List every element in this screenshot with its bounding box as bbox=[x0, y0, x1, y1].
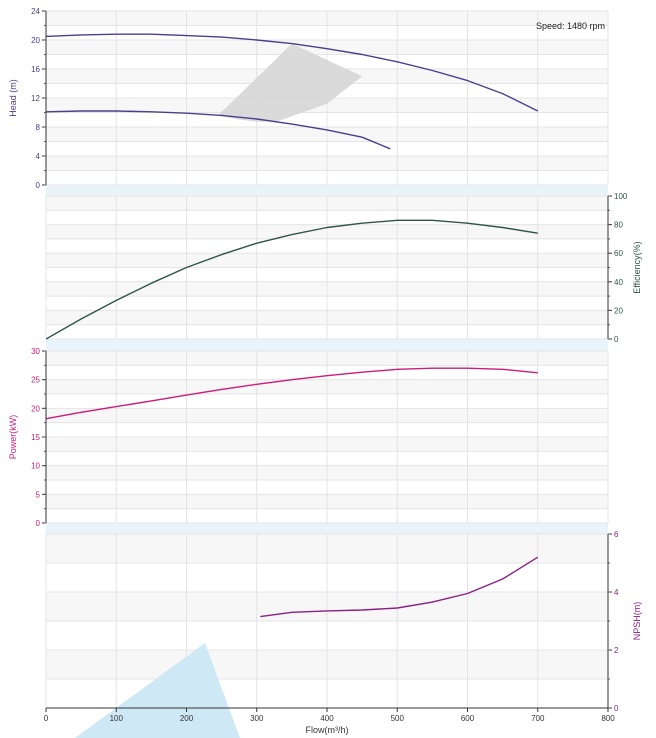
power-y-tick-label: 0 bbox=[36, 519, 41, 528]
x-tick-label: 400 bbox=[320, 714, 334, 723]
head-y-tick-label: 4 bbox=[36, 152, 41, 161]
npsh-curve-1 bbox=[260, 556, 539, 618]
power-y-tick-label: 5 bbox=[36, 490, 41, 499]
watermark-shape bbox=[75, 643, 240, 738]
npsh-y-tick-label: 6 bbox=[614, 530, 619, 539]
power-y-tick-label: 30 bbox=[31, 347, 40, 356]
efficiency-y-tick-label: 60 bbox=[614, 249, 623, 258]
efficiency-y-tick-label: 80 bbox=[614, 221, 623, 230]
efficiency-y-tick-label: 20 bbox=[614, 306, 623, 315]
power-y-tick-label: 10 bbox=[31, 462, 40, 471]
x-tick-label: 300 bbox=[250, 714, 264, 723]
operating-region-shape bbox=[218, 43, 363, 122]
npsh-y-tick-label: 0 bbox=[614, 704, 619, 713]
npsh-y-tick-label: 2 bbox=[614, 646, 619, 655]
head-axis-title: Head (m) bbox=[8, 79, 18, 117]
x-tick-label: 200 bbox=[180, 714, 194, 723]
efficiency-axis-title: Efficiency(%) bbox=[632, 241, 642, 293]
x-tick-label: 0 bbox=[44, 714, 49, 723]
efficiency-y-tick-label: 40 bbox=[614, 278, 623, 287]
x-axis-title: Flow(m³/h) bbox=[306, 725, 349, 735]
curves bbox=[46, 33, 539, 618]
head-y-tick-label: 20 bbox=[31, 36, 40, 45]
separator-band bbox=[46, 339, 608, 351]
power-curve-1 bbox=[46, 367, 538, 420]
separator-band bbox=[46, 523, 608, 534]
power-y-tick-label: 15 bbox=[31, 433, 40, 442]
x-tick-label: 600 bbox=[461, 714, 475, 723]
power-axis-title: Power(kW) bbox=[8, 415, 18, 460]
separator-bands bbox=[46, 185, 608, 534]
head-y-tick-label: 0 bbox=[36, 181, 41, 190]
head-y-tick-label: 24 bbox=[31, 7, 40, 16]
operating-region bbox=[218, 43, 363, 122]
power-y-tick-label: 20 bbox=[31, 404, 40, 413]
x-tick-label: 800 bbox=[601, 714, 615, 723]
head-curve-2 bbox=[46, 110, 391, 150]
x-tick-label: 500 bbox=[391, 714, 405, 723]
power-y-tick-label: 25 bbox=[31, 376, 40, 385]
efficiency-curve-1 bbox=[46, 219, 538, 340]
axes bbox=[42, 10, 612, 712]
head-y-tick-label: 16 bbox=[31, 65, 40, 74]
head-y-tick-label: 8 bbox=[36, 123, 41, 132]
x-tick-label: 100 bbox=[110, 714, 124, 723]
speed-annotation: Speed: 1480 rpm bbox=[536, 21, 605, 31]
head-y-tick-label: 12 bbox=[31, 94, 40, 103]
efficiency-y-tick-label: 0 bbox=[614, 335, 619, 344]
separator-band bbox=[46, 185, 608, 196]
head-curve-1 bbox=[46, 33, 539, 112]
npsh-axis-title: NPSH(m) bbox=[632, 602, 642, 641]
npsh-y-tick-label: 4 bbox=[614, 588, 619, 597]
watermark-triangle bbox=[75, 643, 240, 738]
x-tick-label: 700 bbox=[531, 714, 545, 723]
efficiency-y-tick-label: 100 bbox=[614, 192, 628, 201]
